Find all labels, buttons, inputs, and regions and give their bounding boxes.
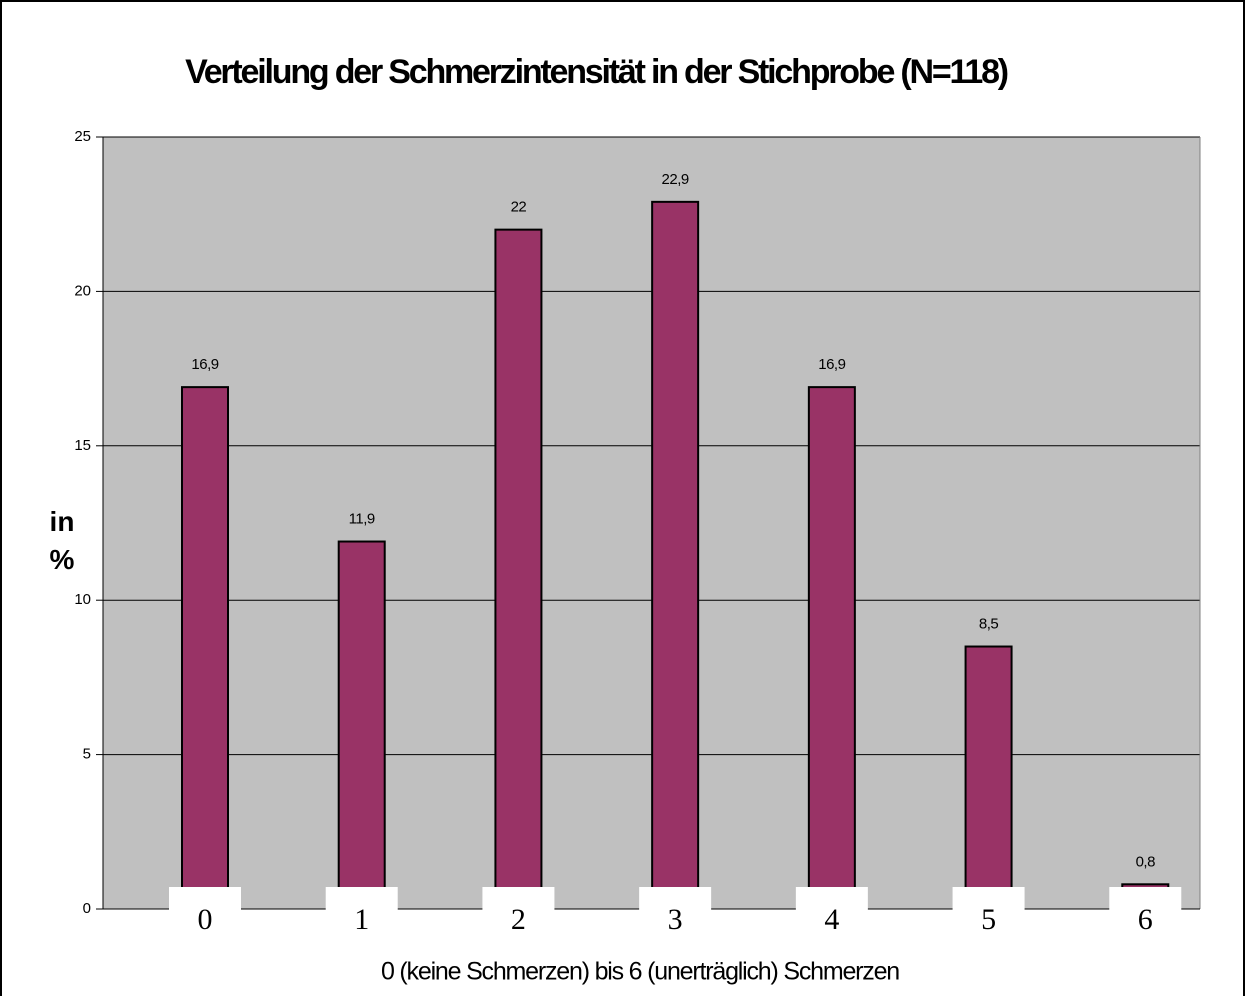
chart-title: Verteilung der Schmerzintensität in der …	[185, 53, 1008, 91]
y-axis-label: in%	[50, 506, 75, 575]
x-tick-label: 2	[511, 903, 526, 936]
y-tick-label: 10	[74, 591, 91, 608]
y-tick-label: 15	[74, 437, 91, 454]
y-tick-label: 20	[74, 282, 91, 299]
value-label: 8,5	[979, 615, 999, 632]
x-tick-box	[169, 887, 241, 935]
x-tick-box	[639, 887, 712, 935]
bar	[181, 386, 229, 910]
x-tick-box	[795, 887, 868, 935]
x-axis-label: 0 (keine Schmerzen) bis 6 (unerträglich)…	[381, 958, 899, 986]
bar	[337, 540, 386, 910]
value-label: 0,8	[1136, 853, 1156, 870]
value-label: 22,9	[662, 171, 689, 188]
value-label: 22	[511, 199, 527, 216]
y-tick-label: 5	[83, 746, 91, 763]
x-tick-label: 6	[1138, 903, 1153, 936]
bar	[494, 228, 543, 910]
x-tick-label: 5	[981, 903, 996, 936]
x-tick-box	[952, 887, 1025, 935]
value-label: 16,9	[818, 356, 845, 373]
x-tick-label: 4	[824, 903, 839, 936]
bar	[964, 645, 1013, 911]
bar	[651, 200, 700, 910]
x-tick-box	[1109, 887, 1182, 935]
value-label: 16,9	[191, 356, 218, 373]
x-tick-label: 1	[354, 903, 369, 936]
y-tick-label: 25	[74, 128, 91, 145]
x-tick-label: 0	[198, 903, 213, 936]
value-label: 11,9	[349, 510, 375, 527]
x-tick-box	[325, 887, 398, 935]
bar	[807, 386, 856, 910]
x-tick-box	[482, 887, 555, 935]
x-tick-label: 3	[668, 903, 683, 936]
y-tick-label: 0	[83, 900, 91, 917]
